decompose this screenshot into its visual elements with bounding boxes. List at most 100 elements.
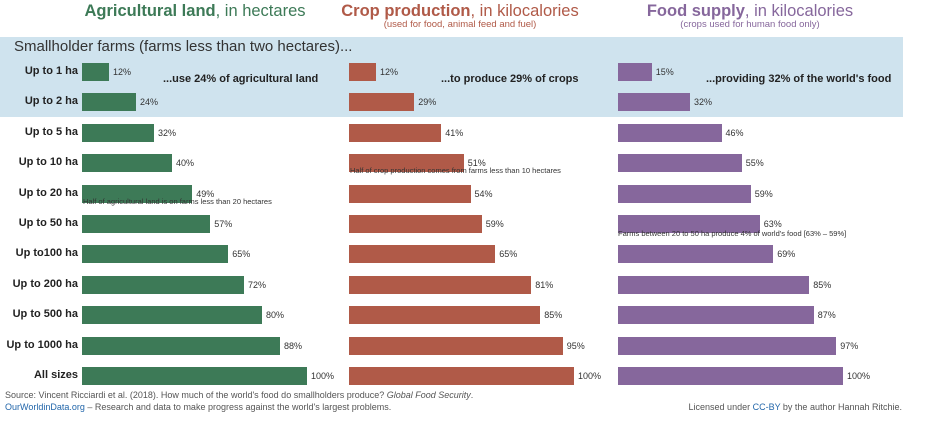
- food-panel-subtitle: (crops used for human food only): [680, 19, 820, 30]
- food-title-rest: , in kilocalories: [744, 2, 854, 20]
- row-label-up-to-50-ha: Up to 50 ha: [18, 217, 78, 229]
- row-label-up-to-500-ha: Up to 500 ha: [12, 308, 78, 321]
- crop-bar-up-to-200-ha: [349, 275, 532, 294]
- food-value-label-up-to100-ha: 69%: [777, 249, 796, 260]
- food-annotation: Farms between 20 to 50 ha produce 4% of …: [618, 229, 847, 238]
- row-label-up-to-1000-ha: Up to 1000 ha: [6, 338, 78, 351]
- agricultural-value-label-up-to-500-ha: 80%: [266, 310, 285, 321]
- food-value-label-up-to-50-ha: 63%: [763, 219, 782, 229]
- crop-bar-up-to-1000-ha: [349, 336, 563, 355]
- food-bar-up-to-500-ha: [618, 306, 814, 325]
- agricultural-title-bold: Agricultural land: [84, 2, 216, 20]
- crop-highlight-note: ...to produce 29% of crops: [441, 73, 579, 85]
- food-value-label-up-to-500-ha: 87%: [817, 310, 836, 321]
- footer-source: Source: Vincent Ricciardi et al. (2018).…: [5, 390, 473, 400]
- crop-bar-up-to-2-ha: [349, 93, 415, 112]
- crop-bar-up-to-5-ha: [349, 123, 442, 142]
- crop-bar-up-to-1-ha: [349, 63, 376, 81]
- crop-bar-up-to-20-ha: [349, 184, 471, 203]
- agricultural-bar-up-to-2-ha: [82, 93, 136, 112]
- agricultural-value-label-up-to-20-ha: 49%: [196, 188, 215, 199]
- crop-panel-subtitle: (used for food, animal feed and fuel): [383, 19, 537, 30]
- crop-title-bold: Crop production: [341, 2, 471, 20]
- agricultural-bar-all-sizes: [82, 367, 307, 385]
- food-bar-up-to-200-ha: [618, 275, 810, 294]
- food-value-label-up-to-10-ha: 55%: [745, 158, 764, 169]
- food-value-label-up-to-1000-ha: 97%: [840, 340, 859, 351]
- food-bar-up-to-2-ha: [618, 93, 690, 112]
- crop-value-label-up-to-1000-ha: 95%: [566, 340, 585, 351]
- agricultural-value-label-up-to-2-ha: 24%: [140, 97, 159, 108]
- food-value-label-up-to-200-ha: 85%: [813, 279, 832, 290]
- agricultural-value-label-up-to-1000-ha: 88%: [284, 340, 303, 351]
- food-bar-up-to-10-ha: [618, 154, 742, 173]
- food-bar-up-to100-ha: [618, 245, 774, 264]
- crop-title-rest: , in kilocalories: [470, 2, 579, 20]
- crop-value-label-up-to-10-ha: 51%: [467, 158, 486, 169]
- row-label-up-to-10-ha: Up to 10 ha: [18, 156, 78, 169]
- license-prefix: Licensed under: [688, 402, 753, 412]
- crop-bar-up-to-500-ha: [349, 306, 541, 325]
- crop-value-label-all-sizes: 100%: [578, 371, 602, 381]
- row-label-up-to-1-ha: Up to 1 ha: [24, 65, 78, 77]
- smallholder-highlight-band: [0, 37, 903, 117]
- food-bar-up-to-50-ha: [618, 215, 760, 233]
- footer-owid: OurWorldinData.org – Research and data t…: [5, 402, 391, 412]
- food-value-label-up-to-5-ha: 46%: [725, 127, 744, 138]
- footer-license: Licensed under CC-BY by the author Hanna…: [689, 402, 902, 412]
- agricultural-value-label-up-to-200-ha: 72%: [248, 279, 267, 290]
- food-bar-all-sizes: [618, 367, 843, 385]
- license-link[interactable]: CC-BY: [752, 402, 781, 412]
- food-panel-title: Food supply, in kilocalories: [620, 2, 880, 21]
- agricultural-title-rest: , in hectares: [215, 2, 306, 20]
- agricultural-value-label-up-to-10-ha: 40%: [176, 158, 195, 169]
- crop-bar-up-to-10-ha: [349, 154, 464, 173]
- food-value-label-all-sizes: 100%: [847, 371, 871, 381]
- row-label-all-sizes: All sizes: [33, 369, 78, 381]
- row-label-up-to-2-ha: Up to 2 ha: [24, 95, 78, 108]
- agricultural-panel-title: Agricultural land, in hectares: [70, 2, 320, 21]
- agricultural-bar-up-to-50-ha: [82, 215, 211, 233]
- crop-value-label-up-to100-ha: 65%: [499, 249, 518, 260]
- crop-value-label-up-to-50-ha: 59%: [485, 219, 504, 229]
- crop-annotation: Half of crop production comes from farms…: [350, 166, 561, 175]
- agricultural-value-label-up-to-1-ha: 12%: [113, 67, 132, 77]
- crop-bar-up-to100-ha: [349, 245, 496, 264]
- agricultural-bar-up-to-20-ha: [82, 184, 193, 203]
- smallholder-heading: Smallholder farms (farms less than two h…: [14, 38, 353, 55]
- row-label-up-to-20-ha: Up to 20 ha: [18, 186, 78, 199]
- agricultural-bar-up-to-200-ha: [82, 275, 244, 294]
- food-bar-up-to-1-ha: [618, 63, 652, 81]
- crop-value-label-up-to-2-ha: 29%: [418, 97, 437, 108]
- owid-text: – Research and data to make progress aga…: [84, 402, 392, 412]
- food-highlight-note: ...providing 32% of the world's food: [706, 73, 892, 85]
- agricultural-bar-up-to100-ha: [82, 245, 229, 264]
- food-bar-up-to-1000-ha: [618, 336, 837, 355]
- food-value-label-up-to-20-ha: 59%: [754, 188, 773, 199]
- agricultural-bar-up-to-10-ha: [82, 154, 172, 173]
- crop-value-label-up-to-200-ha: 81%: [535, 279, 554, 290]
- agricultural-value-label-up-to-5-ha: 32%: [158, 127, 177, 138]
- food-value-label-up-to-2-ha: 32%: [694, 97, 713, 108]
- row-label-up-to-200-ha: Up to 200 ha: [12, 277, 78, 290]
- agricultural-value-label-up-to-50-ha: 57%: [214, 219, 233, 229]
- agricultural-annotation: Half of agricultural land is on farms le…: [83, 197, 272, 206]
- agricultural-highlight-note: ...use 24% of agricultural land: [163, 73, 319, 85]
- crop-bar-all-sizes: [349, 367, 574, 385]
- agricultural-bar-up-to-1000-ha: [82, 336, 280, 355]
- crop-value-label-up-to-5-ha: 41%: [445, 127, 464, 138]
- crop-value-label-up-to-500-ha: 85%: [544, 310, 563, 321]
- source-journal: Global Food Security: [386, 390, 471, 400]
- row-label-up-to-5-ha: Up to 5 ha: [24, 125, 78, 138]
- agricultural-bar-up-to-5-ha: [82, 123, 154, 142]
- crop-bar-up-to-50-ha: [349, 215, 482, 233]
- agricultural-value-label-up-to100-ha: 65%: [232, 249, 251, 260]
- row-label-up-to100-ha: Up to100 ha: [15, 247, 78, 260]
- agricultural-value-label-all-sizes: 100%: [311, 371, 335, 381]
- food-bar-up-to-5-ha: [618, 123, 722, 142]
- food-title-bold: Food supply: [646, 2, 745, 20]
- agricultural-bar-up-to-500-ha: [82, 306, 262, 325]
- owid-link[interactable]: OurWorldinData.org: [5, 402, 85, 412]
- license-suffix: by the author Hannah Ritchie.: [780, 402, 902, 412]
